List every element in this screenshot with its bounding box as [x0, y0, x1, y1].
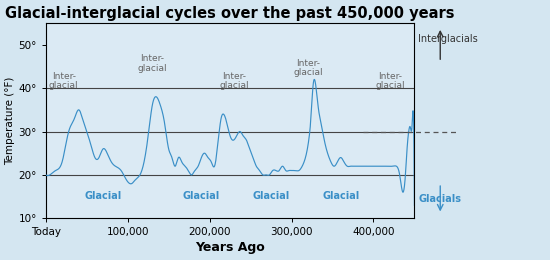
- Text: Glacial: Glacial: [85, 191, 122, 201]
- Text: Glacial: Glacial: [322, 191, 359, 201]
- X-axis label: Years Ago: Years Ago: [195, 242, 265, 255]
- Y-axis label: Temperature (°F): Temperature (°F): [6, 76, 15, 165]
- Text: Inter-
glacial: Inter- glacial: [138, 54, 167, 73]
- Text: Glacial: Glacial: [183, 191, 220, 201]
- Text: Inter-
glacial: Inter- glacial: [293, 58, 323, 77]
- Text: Inter-
glacial: Inter- glacial: [49, 72, 79, 90]
- Text: Glacials: Glacials: [418, 194, 461, 204]
- Title: Glacial-interglacial cycles over the past 450,000 years: Glacial-interglacial cycles over the pas…: [6, 5, 455, 21]
- Text: Inter-
glacial: Inter- glacial: [219, 72, 249, 90]
- Text: Interglacials: Interglacials: [418, 34, 478, 44]
- Text: Inter-
glacial: Inter- glacial: [375, 72, 405, 90]
- Text: Glacial: Glacial: [252, 191, 290, 201]
